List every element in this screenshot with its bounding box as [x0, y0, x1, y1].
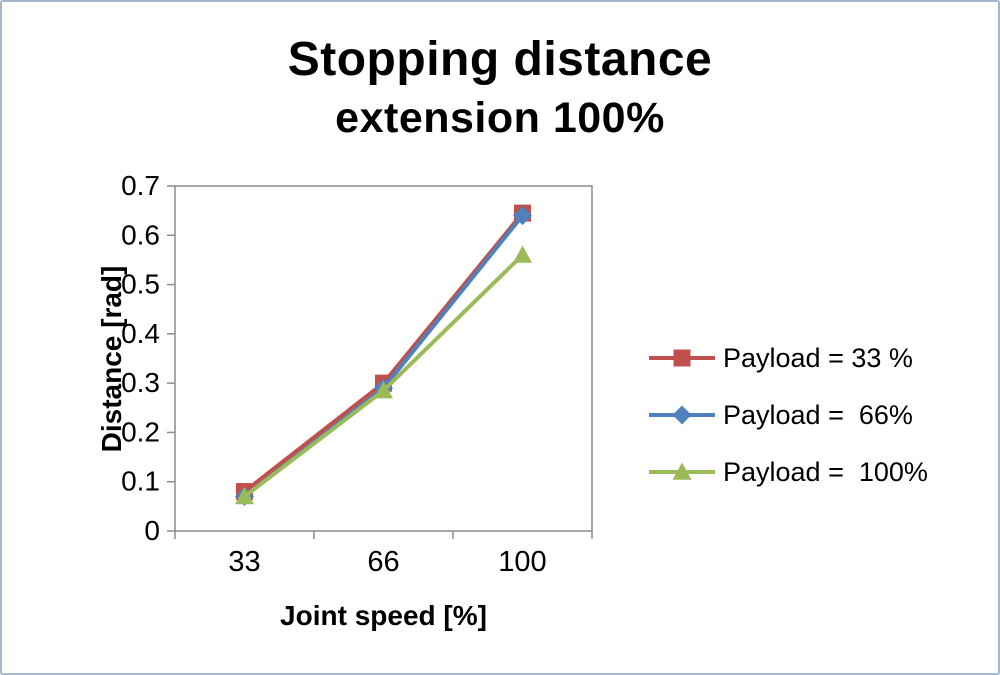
y-tick-label: 0 [144, 515, 160, 546]
y-tick-label: 0.5 [121, 269, 160, 300]
y-tick-label: 0.1 [121, 466, 160, 497]
legend-item-2: Payload = 100% [647, 452, 928, 492]
legend-label: Payload = 100% [723, 456, 928, 487]
legend-marker-diamond-icon [649, 405, 715, 425]
legend-label: Payload = 66% [723, 399, 913, 430]
x-tick-label: 100 [498, 546, 546, 578]
y-tick-label: 0.6 [121, 219, 160, 250]
series-line-1 [242, 213, 525, 499]
legend-item-1: Payload = 66% [647, 395, 928, 435]
y-tick-label: 0.2 [121, 416, 160, 447]
x-axis-title: Joint speed [%] [280, 600, 487, 631]
legend-marker-square-icon [649, 349, 715, 367]
legend: Payload = 33 % Payload = 66% Payload = 100… [647, 338, 928, 492]
x-tick-label: 33 [228, 546, 260, 578]
chart-title-line2: extension 100% [335, 94, 665, 142]
y-tick-label: 0.7 [121, 170, 160, 201]
x-tick-label: 66 [367, 546, 399, 578]
series-2-marker-triangle [235, 487, 254, 505]
y-axis-title: Distance [rad] [96, 265, 127, 453]
legend-item-0: Payload = 33 % [647, 338, 928, 378]
chart-title-line1: Stopping distance [287, 33, 713, 86]
series-2-marker-triangle [374, 381, 393, 399]
y-tick-label: 0.3 [121, 367, 160, 398]
plot-area-border [174, 185, 593, 532]
y-tick-label: 0.4 [121, 318, 160, 349]
legend-label: Payload = 33 % [723, 342, 913, 373]
series-line-0 [242, 211, 525, 494]
series-1-marker-diamond [513, 206, 532, 226]
legend-marker-triangle-icon [649, 462, 715, 480]
series-2-marker-triangle [513, 245, 532, 263]
